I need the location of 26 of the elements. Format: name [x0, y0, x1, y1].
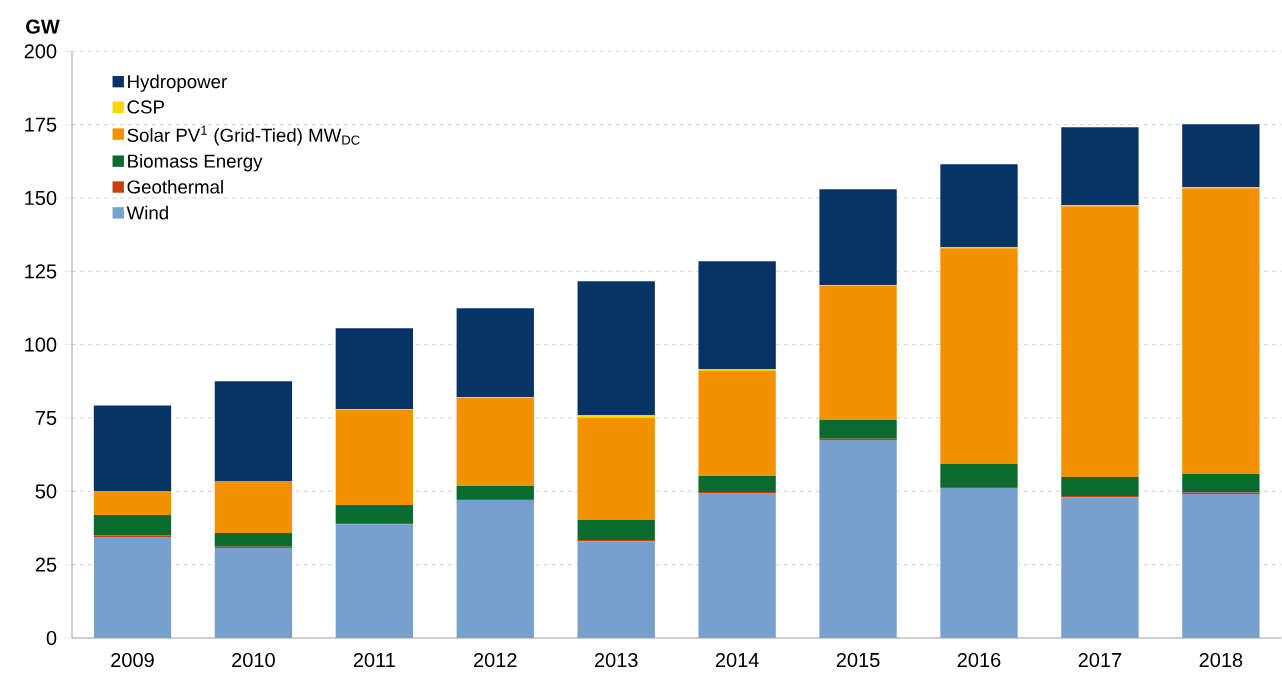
y-tick-label: 175 — [25, 117, 57, 132]
x-tick-label: 2014 — [715, 652, 759, 668]
legend-label: Hydropower — [128, 74, 227, 92]
y-tick-label: 150 — [25, 190, 57, 206]
legend-label: Biomass Energy — [128, 154, 263, 172]
legend-label: Geothermal — [127, 179, 223, 194]
y-tick-label: 25 — [35, 557, 57, 572]
x-tick-label: 2013 — [594, 652, 638, 668]
y-axis-title: GW — [26, 19, 60, 34]
x-tick-label: 2018 — [1199, 652, 1243, 668]
y-tick-label: 200 — [24, 44, 57, 59]
x-tick-label: 2017 — [1078, 652, 1122, 668]
x-tick-label: 2010 — [232, 652, 275, 668]
y-tick-label: 125 — [25, 264, 57, 279]
legend-label: Wind — [126, 205, 168, 220]
y-tick-label: 50 — [35, 484, 57, 499]
legend-label: Solar PV$^{1}$ (Grid-Tied) MW$_{DC}$ — [127, 125, 360, 146]
x-tick-label: 2015 — [836, 652, 880, 668]
legend-label: CSP — [127, 100, 165, 114]
y-tick-label: 100 — [25, 337, 57, 352]
x-tick-label: 2012 — [474, 652, 517, 668]
x-tick-label: 2009 — [111, 652, 154, 668]
x-tick-label: 2016 — [957, 652, 1001, 668]
x-tick-label: 2011 — [353, 652, 395, 668]
y-tick-label: 0 — [46, 630, 57, 646]
y-tick-label: 75 — [35, 411, 57, 425]
